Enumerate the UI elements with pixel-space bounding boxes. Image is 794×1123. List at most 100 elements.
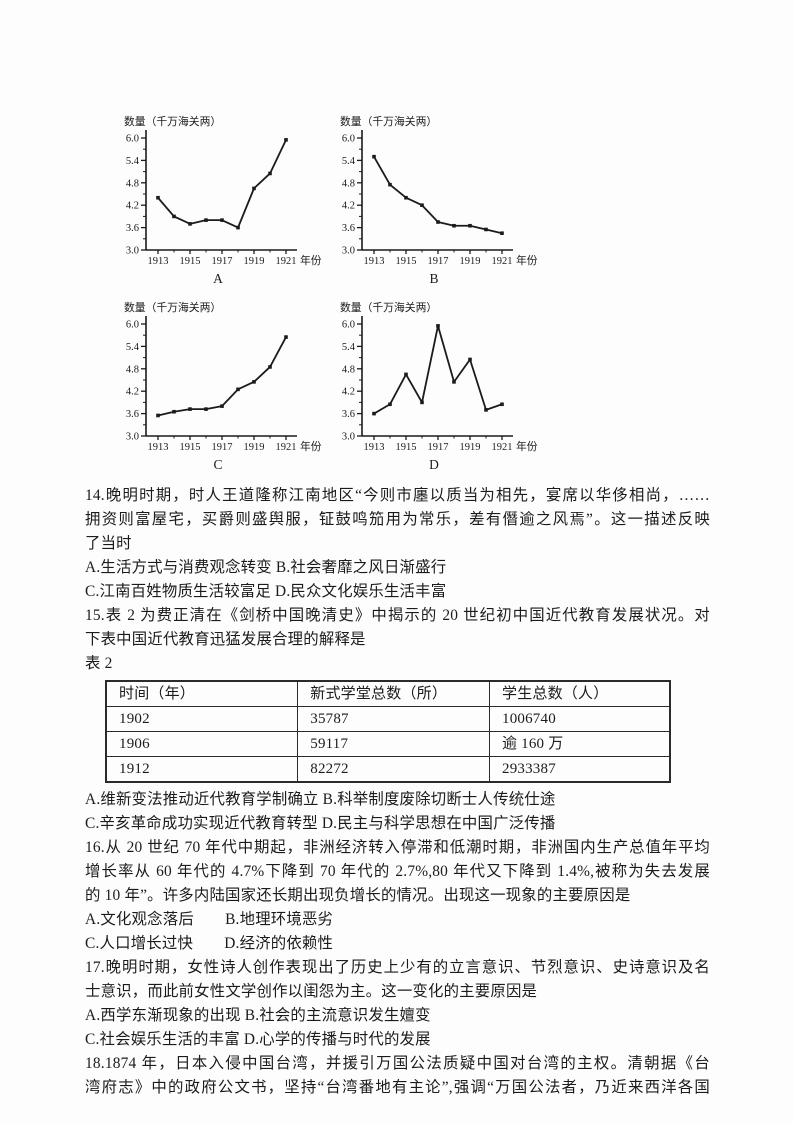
chart-c-canvas: 数量（千万海关两） 3.0 3.6 4.2 4.8 5.4 6.0 1913 1915 1917 1… [124,300,322,472]
svg-text:6.0: 6.0 [342,320,355,331]
svg-text:1917: 1917 [428,256,449,267]
svg-text:1917: 1917 [212,256,233,267]
svg-text:A: A [213,271,223,286]
q14-stem-line: 14.晚明时期，时人王道隆称江南地区“今则市廛以质当为相先，宴席以华侈相尚，…… [85,487,710,504]
line-chart-c: 数量（千万海关两） 3.0 3.6 4.2 4.8 5.4 6.0 1913 1915 1917 1… [114,298,330,472]
q16-options-cd: C.人口增长过快 D.经济的依赖性 [85,935,334,952]
line-chart-b: 数量（千万海关两） 3.0 3.6 4.2 4.8 5.4 6.0 1913 1915 1917 1… [330,112,546,286]
table-cell: 1006740 [489,706,671,732]
q18-stem-line: 湾府志》中的政府公文书，坚持“台湾番地有主论”,强调“万国公法者，乃近来西洋各国 [85,1079,710,1096]
q16-options-ab: A.文化观念落后 B.地理环境恶劣 [85,911,334,928]
table2-header-row: 时间（年） 新式学堂总数（所） 学生总数（人） [105,680,671,707]
q14-stem-line: 拥资则富屋宅，买爵则盛舆服，钲鼓鸣笳用为常乐，差有僭逾之风焉”。这一描述反映 [85,511,710,528]
svg-text:3.0: 3.0 [126,246,139,257]
svg-text:1921: 1921 [492,256,513,267]
svg-text:4.2: 4.2 [342,387,355,398]
svg-text:1915: 1915 [396,256,417,267]
svg-text:数量（千万海关两）: 数量（千万海关两） [124,114,221,128]
svg-text:4.2: 4.2 [342,201,355,212]
svg-text:3.6: 3.6 [342,409,355,420]
svg-text:1913: 1913 [148,442,169,453]
q17-options-ab: A.西学东渐现象的出现 B.社会的主流意识发生嬗变 [85,1007,431,1024]
q18-stem-line: 18.1874 年，日本入侵中国台湾，并援引万国公法质疑中国对台湾的主权。清朝据… [85,1055,710,1072]
svg-text:5.4: 5.4 [342,156,356,167]
table2-header-schools: 新式学堂总数（所） [297,680,490,707]
svg-text:1919: 1919 [460,256,481,267]
svg-text:年份: 年份 [516,253,538,267]
svg-text:年份: 年份 [516,439,538,453]
q15-stem-line: 下表中国近代教育迅猛发展合理的解释是 [85,631,366,648]
q14-stem-line: 了当时 [85,535,132,552]
q16-stem-line: 16.从 20 世纪 70 年代中期起，非洲经济转入停滞和低潮时期，非洲国内生产… [85,839,710,856]
table-2: 时间（年） 新式学堂总数（所） 学生总数（人） 1902 35787 10067… [105,680,671,783]
svg-text:6.0: 6.0 [126,134,139,145]
q14-options-ab: A.生活方式与消费观念转变 B.社会奢靡之风日渐盛行 [85,559,447,576]
svg-text:1915: 1915 [180,442,201,453]
q17-options-cd: C.社会娱乐生活的丰富 D.心学的传播与时代的发展 [85,1031,431,1048]
table-cell: 59117 [297,731,490,757]
table-row: 1912 82272 2933387 [105,756,671,783]
svg-text:4.8: 4.8 [342,178,355,189]
svg-text:3.6: 3.6 [126,409,139,420]
svg-text:数量（千万海关两）: 数量（千万海关两） [340,300,437,314]
svg-text:年份: 年份 [300,253,322,267]
q15-options-ab: A.维新变法推动近代教育学制确立 B.科举制度废除切断士人传统仕途 [85,791,556,808]
table-cell: 2933387 [489,756,671,783]
q15-options-cd: C.辛亥革命成功实现近代教育转型 D.民主与科学思想在中国广泛传播 [85,815,556,832]
svg-text:年份: 年份 [300,439,322,453]
svg-text:1913: 1913 [364,256,385,267]
svg-text:B: B [429,271,438,286]
table2-header-students: 学生总数（人） [489,680,671,707]
line-chart-d: 数量（千万海关两） 3.0 3.6 4.2 4.8 5.4 6.0 1913 1915 1917 1… [330,298,546,472]
svg-text:C: C [213,457,222,472]
q17-stem-line: 17.晚明时期，女性诗人创作表现出了历史上少有的立言意识、节烈意识、史诗意识及名 [85,959,710,976]
svg-text:4.2: 4.2 [126,387,139,398]
chart-b-canvas: 数量（千万海关两） 3.0 3.6 4.2 4.8 5.4 6.0 1913 1915 1917 1… [340,114,538,286]
svg-text:1915: 1915 [180,256,201,267]
question-text-body: 14.晚明时期，时人王道隆称江南地区“今则市廛以质当为相先，宴席以华侈相尚，……… [85,484,710,1100]
table2-header-time: 时间（年） [105,680,299,707]
svg-text:5.4: 5.4 [126,156,140,167]
svg-text:3.6: 3.6 [342,223,355,234]
svg-text:1921: 1921 [276,256,297,267]
chart-d-canvas: 数量（千万海关两） 3.0 3.6 4.2 4.8 5.4 6.0 1913 1915 1917 1… [340,300,538,472]
svg-text:6.0: 6.0 [126,320,139,331]
q14-options-cd: C.江南百姓物质生活较富足 D.民众文化娱乐生活丰富 [85,583,447,600]
q16-stem-line: 的 10 年”。许多内陆国家还长期出现负增长的情况。出现这一现象的主要原因是 [85,887,631,904]
svg-text:D: D [429,457,439,472]
svg-text:1917: 1917 [428,442,449,453]
svg-text:1919: 1919 [244,256,265,267]
svg-text:3.0: 3.0 [126,432,139,443]
svg-text:4.8: 4.8 [126,178,139,189]
svg-text:4.2: 4.2 [126,201,139,212]
svg-text:1919: 1919 [244,442,265,453]
table-cell: 逾 160 万 [489,731,671,757]
svg-text:6.0: 6.0 [342,134,355,145]
svg-text:1913: 1913 [148,256,169,267]
q16-stem-line: 增长率从 60 年代的 4.7%下降到 70 年代的 2.7%,80 年代又下降… [85,863,710,880]
svg-text:数量（千万海关两）: 数量（千万海关两） [124,300,221,314]
svg-text:1915: 1915 [396,442,417,453]
svg-text:1919: 1919 [460,442,481,453]
svg-text:4.8: 4.8 [342,364,355,375]
svg-text:1921: 1921 [276,442,297,453]
table-cell: 1902 [105,706,299,732]
svg-text:3.6: 3.6 [126,223,139,234]
q17-stem-line: 士意识，而此前女性文学创作以闺怨为主。这一变化的主要原因是 [85,983,538,1000]
table-row: 1906 59117 逾 160 万 [105,731,671,757]
svg-text:1917: 1917 [212,442,233,453]
svg-text:数量（千万海关两）: 数量（千万海关两） [340,114,437,128]
svg-text:1913: 1913 [364,442,385,453]
svg-text:1921: 1921 [492,442,513,453]
svg-text:5.4: 5.4 [126,342,140,353]
table-cell: 1906 [105,731,299,757]
table-cell: 35787 [297,706,490,732]
svg-text:4.8: 4.8 [126,364,139,375]
svg-text:3.0: 3.0 [342,246,355,257]
line-chart-a: 数量（千万海关两） 3.0 3.6 4.2 4.8 5.4 6.0 1913 1915 1917 1… [114,112,330,286]
charts-grid: 数量（千万海关两） 3.0 3.6 4.2 4.8 5.4 6.0 1913 1915 1917 1… [0,0,794,472]
table-cell: 82272 [297,756,490,783]
table2-caption: 表 2 [85,655,113,672]
q15-stem-line: 15.表 2 为费正清在《剑桥中国晚清史》中揭示的 20 世纪初中国近代教育发展… [85,607,710,624]
